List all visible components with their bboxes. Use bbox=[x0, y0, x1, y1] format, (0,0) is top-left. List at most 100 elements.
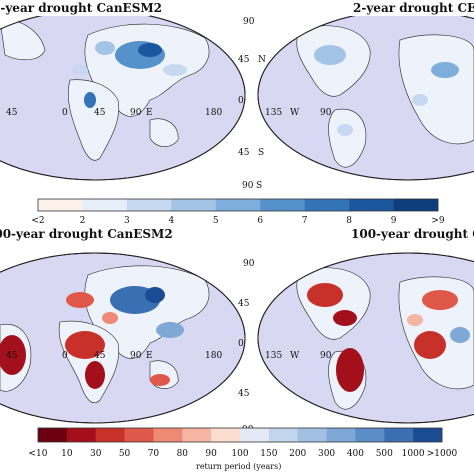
colorbar-tick-label: 400 bbox=[347, 449, 364, 459]
colorbar-tick-label: 8 bbox=[346, 216, 352, 226]
colorbar-swatch bbox=[95, 428, 125, 442]
colorbar-tick-label: 5 bbox=[213, 216, 219, 226]
lat-label: 90 bbox=[243, 259, 255, 269]
colorbar-tick-label: 50 bbox=[119, 449, 131, 459]
blue-anomaly-shades bbox=[72, 41, 187, 108]
colorbar-swatch bbox=[384, 428, 414, 442]
svg-text:W: W bbox=[290, 108, 300, 118]
colorbar-tick-label: 300 bbox=[318, 449, 335, 459]
blue-anomaly-shades bbox=[314, 45, 459, 136]
colorbar-swatch bbox=[349, 199, 394, 211]
colorbar-tick-label: 4 bbox=[168, 216, 174, 226]
colorbar-tick-label: 10 bbox=[61, 449, 73, 459]
colorbar-swatch bbox=[38, 428, 68, 442]
svg-text:90: 90 bbox=[130, 351, 142, 361]
colorbar-swatch bbox=[260, 199, 305, 211]
colorbar-unit-label: return period (years) bbox=[196, 462, 281, 471]
svg-text:45: 45 bbox=[6, 108, 18, 118]
colorbar-tick-label: 3 bbox=[124, 216, 130, 226]
svg-text:90: 90 bbox=[320, 351, 332, 361]
colorbar-swatch bbox=[268, 428, 299, 442]
lat-label: 90 bbox=[242, 181, 254, 191]
colorbar-frame bbox=[37, 427, 443, 443]
colorbar-swatch bbox=[215, 199, 261, 211]
land-layer bbox=[0, 265, 210, 404]
svg-text:180: 180 bbox=[205, 108, 222, 118]
panel-title-bottom-left: 100-year drought CanESM2 bbox=[0, 227, 173, 241]
lat-label: 45 bbox=[238, 148, 250, 158]
map-panel-bottom-left bbox=[0, 252, 246, 424]
svg-text:180: 180 bbox=[205, 351, 222, 361]
colorbar-frame bbox=[37, 198, 439, 212]
svg-text:90: 90 bbox=[320, 108, 332, 118]
lat-dir: S bbox=[258, 148, 264, 158]
svg-text:W: W bbox=[290, 351, 300, 361]
colorbar-top: <2 2 3 4 5 6 7 8 9 >9 bbox=[31, 198, 445, 226]
lat-label: 45 bbox=[238, 55, 250, 65]
longitude-labels-bottom: 45 0 45 90 E 180 135 W 90 bbox=[6, 351, 332, 361]
colorbar-swatch bbox=[82, 199, 128, 211]
colorbar-swatch bbox=[393, 199, 439, 211]
lat-dir: N bbox=[258, 55, 266, 65]
lat-label: 45 bbox=[238, 389, 250, 399]
svg-text:135: 135 bbox=[265, 108, 282, 118]
colorbar-swatch bbox=[297, 428, 327, 442]
colorbar-swatch bbox=[153, 428, 183, 442]
svg-text:E: E bbox=[146, 351, 153, 361]
colorbar-swatch bbox=[182, 428, 212, 442]
lat-dir: S bbox=[256, 181, 262, 191]
colorbar-tick-label: 2 bbox=[80, 216, 86, 226]
colorbar-swatch bbox=[38, 199, 83, 211]
colorbar-swatch bbox=[211, 428, 241, 442]
panel-title-bottom-right: 100-year drought CESM bbox=[351, 227, 474, 241]
colorbar-tick-label: 150 bbox=[260, 449, 277, 459]
svg-text:0: 0 bbox=[62, 351, 68, 361]
land-layer bbox=[296, 25, 474, 168]
colorbar-swatch bbox=[171, 199, 217, 211]
lat-label: 90 bbox=[243, 17, 255, 27]
colorbar-tick-label: 9 bbox=[391, 216, 397, 226]
lat-label: 0 bbox=[238, 339, 244, 349]
colorbar-swatch bbox=[326, 428, 356, 442]
colorbar-swatch bbox=[240, 428, 270, 442]
panel-title-top-right: 2-year drought CESM bbox=[353, 1, 474, 15]
colorbar-swatch bbox=[413, 428, 443, 442]
colorbar-swatch bbox=[124, 428, 154, 442]
map-panel-bottom-right bbox=[257, 252, 474, 424]
colorbar-tick-label: 6 bbox=[257, 216, 263, 226]
colorbar-tick-label: 70 bbox=[148, 449, 160, 459]
svg-text:90: 90 bbox=[130, 108, 142, 118]
colorbar-tick-label: 100 bbox=[231, 449, 248, 459]
svg-text:45: 45 bbox=[94, 108, 106, 118]
colorbar-tick-label: 1000 bbox=[402, 449, 425, 459]
colorbar-tick-label: 90 bbox=[205, 449, 217, 459]
red-blue-anomaly-shades bbox=[0, 286, 184, 389]
svg-text:E: E bbox=[146, 108, 153, 118]
colorbar-tick-label: 30 bbox=[90, 449, 102, 459]
colorbar-swatch bbox=[66, 428, 97, 442]
svg-text:45: 45 bbox=[6, 351, 18, 361]
land-layer bbox=[296, 267, 474, 410]
colorbar-tick-label: 500 bbox=[376, 449, 393, 459]
colorbar-tick-label: <10 bbox=[29, 449, 48, 459]
colorbar-tick-label: <2 bbox=[31, 216, 44, 226]
land-layer bbox=[0, 19, 210, 161]
svg-text:0: 0 bbox=[62, 108, 68, 118]
svg-text:45: 45 bbox=[94, 351, 106, 361]
panel-title-top-left: 2-year drought CanESM2 bbox=[0, 1, 162, 15]
lat-label: 45 bbox=[238, 299, 250, 309]
colorbar-tick-label: >1000 bbox=[427, 449, 458, 459]
red-blue-anomaly-shades bbox=[307, 283, 470, 392]
colorbar-tick-label: 200 bbox=[289, 449, 306, 459]
colorbar-tick-label: >9 bbox=[431, 216, 445, 226]
svg-text:135: 135 bbox=[265, 351, 282, 361]
colorbar-swatch bbox=[304, 199, 350, 211]
colorbar-tick-label: 80 bbox=[177, 449, 189, 459]
lat-label: 0 bbox=[238, 96, 244, 106]
map-panel-top-left bbox=[0, 9, 246, 181]
colorbar-swatch bbox=[126, 199, 172, 211]
colorbar-swatch bbox=[355, 428, 385, 442]
colorbar-bottom: <10 10 30 50 70 80 90 100 150 200 300 400 500 1000 >10… bbox=[29, 427, 458, 459]
map-panel-top-right bbox=[257, 9, 474, 181]
